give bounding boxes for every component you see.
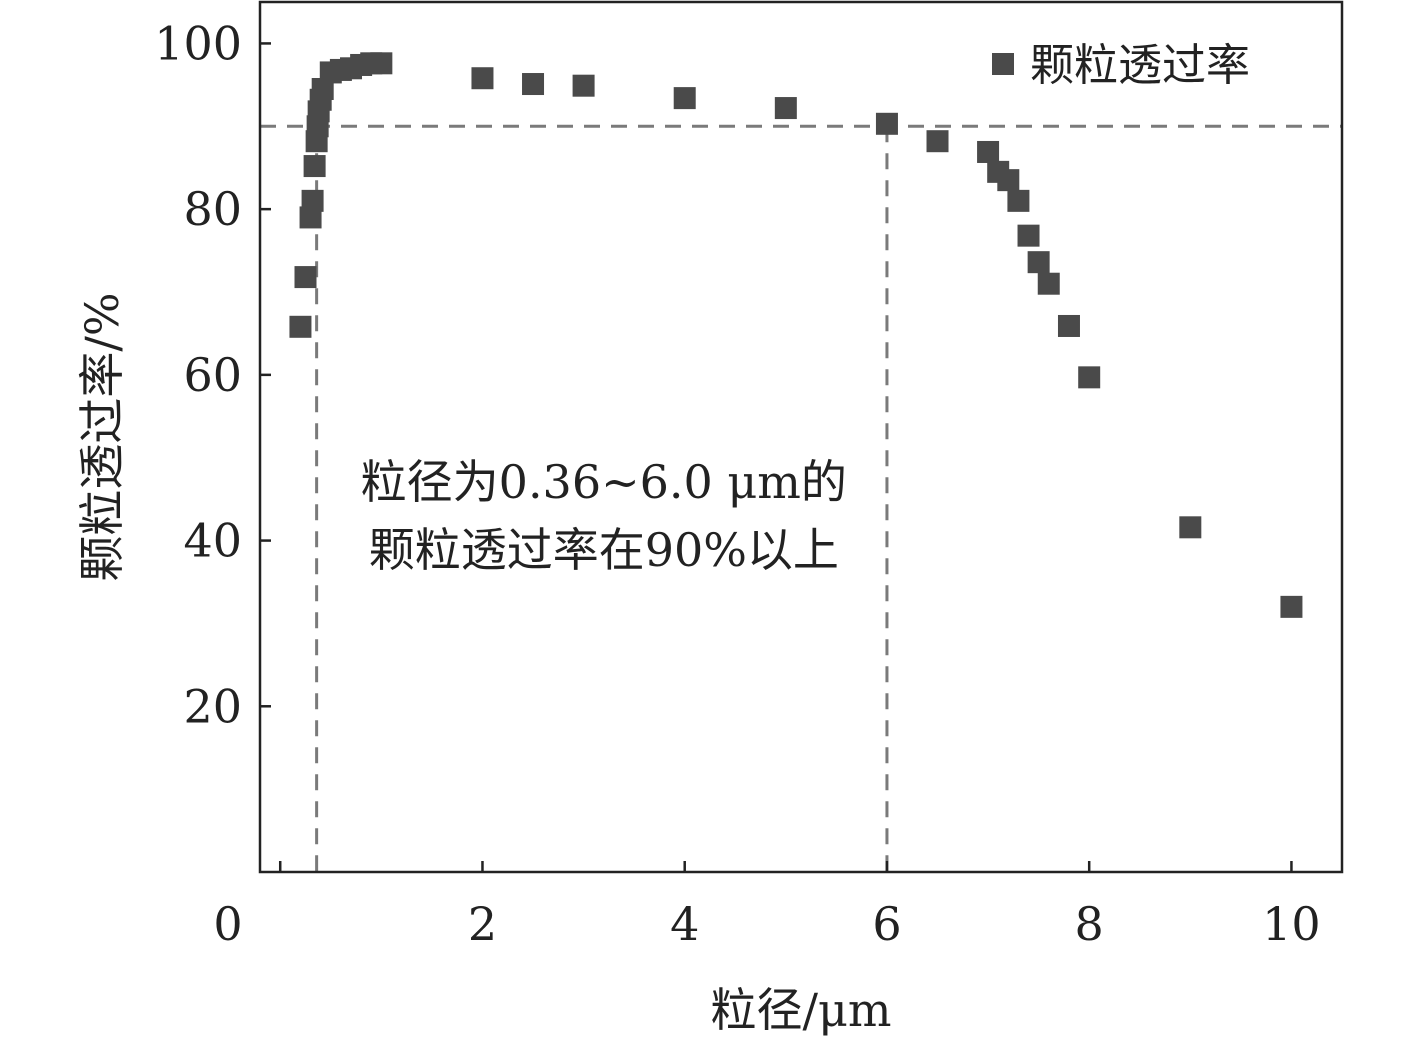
data-point	[1007, 189, 1030, 212]
data-point	[774, 97, 797, 120]
reference-lines	[260, 124, 1342, 872]
data-point	[926, 130, 949, 153]
data-point	[294, 266, 317, 289]
x-tick-label: 6	[872, 897, 901, 951]
x-tick-label: 2	[468, 897, 497, 951]
y-tick-label: 100	[154, 16, 242, 70]
data-point	[1078, 366, 1101, 389]
data-point	[875, 112, 898, 135]
x-axis-label: 粒径/μm	[710, 983, 891, 1037]
data-point	[977, 140, 1000, 163]
y-axis-label: 颗粒透过率/%	[75, 292, 129, 581]
data-point	[311, 78, 334, 100]
y-tick-label: 60	[183, 348, 242, 402]
chart-annotation: 粒径为0.36~6.0 μm的 颗粒透过率在90%以上	[361, 455, 847, 577]
x-tick-label: 8	[1075, 897, 1104, 951]
data-point	[1280, 595, 1303, 618]
data-point	[303, 155, 326, 178]
data-point	[673, 87, 696, 110]
annotation-line-1: 粒径为0.36~6.0 μm的	[361, 455, 847, 509]
legend: 颗粒透过率	[992, 40, 1250, 91]
x-tick-label: 4	[670, 897, 699, 951]
data-point	[471, 67, 494, 90]
axis-ticks: 0 2 4 6 8 10 20 40 60 80 100	[154, 16, 1321, 951]
legend-marker	[992, 53, 1014, 75]
plot-frame	[258, 0, 1344, 874]
data-point	[1017, 224, 1040, 247]
data-points	[289, 52, 1303, 618]
y-tick-label: 20	[183, 679, 242, 733]
data-point	[289, 315, 312, 338]
annotation-line-2: 颗粒透过率在90%以上	[369, 523, 839, 577]
data-point	[997, 169, 1020, 192]
data-point	[522, 73, 545, 96]
x-tick-label: 0	[213, 897, 242, 951]
x-tick-label: 10	[1262, 897, 1321, 951]
data-point	[572, 74, 595, 97]
data-point	[299, 206, 322, 229]
data-point	[370, 52, 393, 75]
data-point	[1037, 272, 1060, 295]
data-point	[1179, 516, 1202, 539]
data-point	[1027, 251, 1050, 274]
legend-label: 颗粒透过率	[1030, 40, 1250, 91]
data-point	[1057, 314, 1080, 337]
y-tick-label: 40	[183, 514, 242, 568]
y-tick-label: 80	[183, 182, 242, 236]
data-point	[301, 189, 324, 212]
